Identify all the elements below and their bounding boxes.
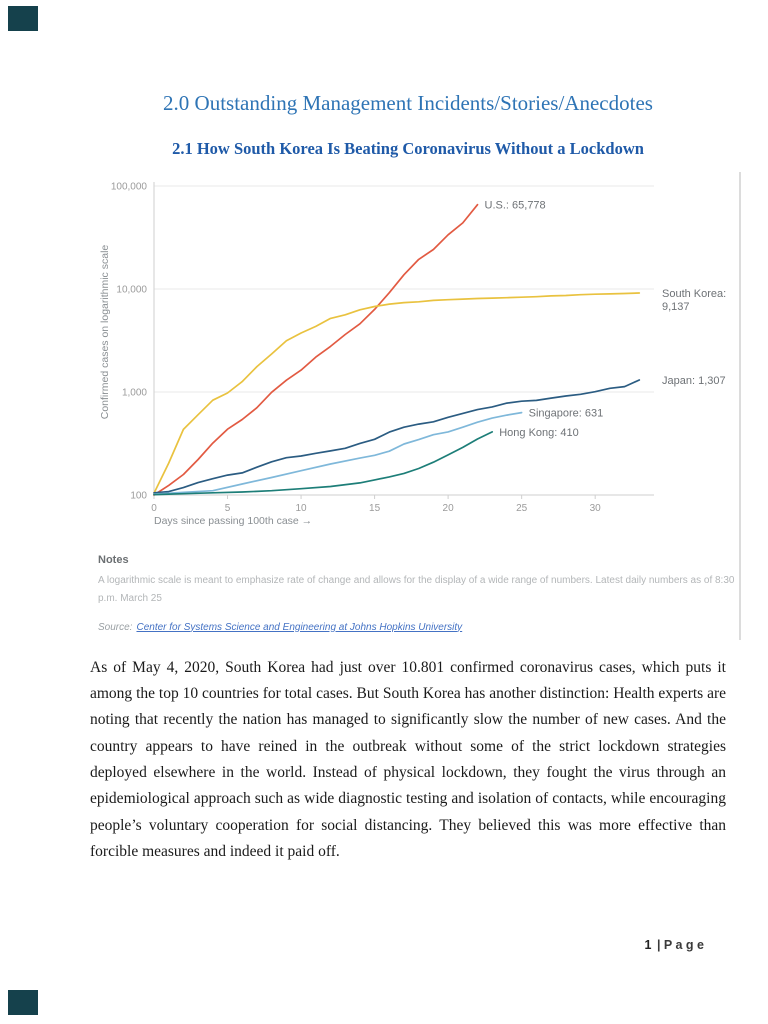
series-label-south-korea: South Korea: 9,137 <box>662 288 726 313</box>
coronavirus-cases-figure: 100 1,000 10,000 100,000 0 5 10 15 20 25 30 Days si… <box>94 172 734 633</box>
series-line-south-korea <box>153 291 641 494</box>
series-label-hong-kong: Hong Kong: 410 <box>499 427 579 439</box>
series-line-singapore <box>153 411 523 495</box>
series-line-hong-kong <box>153 430 494 496</box>
series-label-japan: Japan: 1,307 <box>662 375 726 387</box>
y-tick-label: 100,000 <box>111 181 148 192</box>
y-tick-label: 1,000 <box>122 387 147 398</box>
chart-source-line: Source: Center for Systems Science and En… <box>98 622 753 633</box>
adjacent-page-edge-bottom <box>8 990 38 1015</box>
document-page: 2.0 Outstanding Management Incidents/Sto… <box>8 6 741 1015</box>
x-axis-title: Days since passing 100th case → <box>154 515 312 527</box>
series-line-u-s- <box>153 203 479 496</box>
page-content: 2.0 Outstanding Management Incidents/Sto… <box>90 91 734 861</box>
y-tick-label: 10,000 <box>116 284 147 295</box>
x-tick-label: 20 <box>443 503 455 514</box>
chart-source-label: Source: <box>98 621 133 633</box>
x-tick-label: 25 <box>516 503 528 514</box>
chart-notes: Notes A logarithmic scale is meant to em… <box>98 554 753 633</box>
x-tick-label: 5 <box>225 503 231 514</box>
x-tick-label: 30 <box>590 503 602 514</box>
page-footer: 1 | P a g e <box>645 938 704 952</box>
chart-notes-body: A logarithmic scale is meant to emphasiz… <box>98 574 735 604</box>
x-tick-label: 15 <box>369 503 381 514</box>
series-line-japan <box>153 378 641 494</box>
chart-scrollbar[interactable] <box>739 172 741 640</box>
chart-source-link[interactable]: Center for Systems Science and Engineeri… <box>136 621 463 633</box>
chart-notes-title: Notes <box>98 553 129 566</box>
section-heading: 2.1 How South Korea Is Beating Coronavir… <box>172 139 644 159</box>
series-label-u-s-: U.S.: 65,778 <box>485 199 546 211</box>
x-tick-label: 10 <box>295 503 307 514</box>
y-tick-label: 100 <box>130 490 147 501</box>
y-axis-title: Confirmed cases on logarithmic scale <box>99 244 111 419</box>
x-tick-label: 0 <box>151 503 157 514</box>
page-word: | P a g e <box>656 938 704 952</box>
cases-line-chart: 100 1,000 10,000 100,000 0 5 10 15 20 25 30 Days si… <box>99 181 726 527</box>
page-number: 1 <box>644 938 652 952</box>
adjacent-page-edge-top <box>8 6 38 31</box>
body-paragraph: As of May 4, 2020, South Korea had just … <box>90 658 726 861</box>
document-title: 2.0 Outstanding Management Incidents/Sto… <box>163 91 653 115</box>
series-label-singapore: Singapore: 631 <box>529 407 604 419</box>
